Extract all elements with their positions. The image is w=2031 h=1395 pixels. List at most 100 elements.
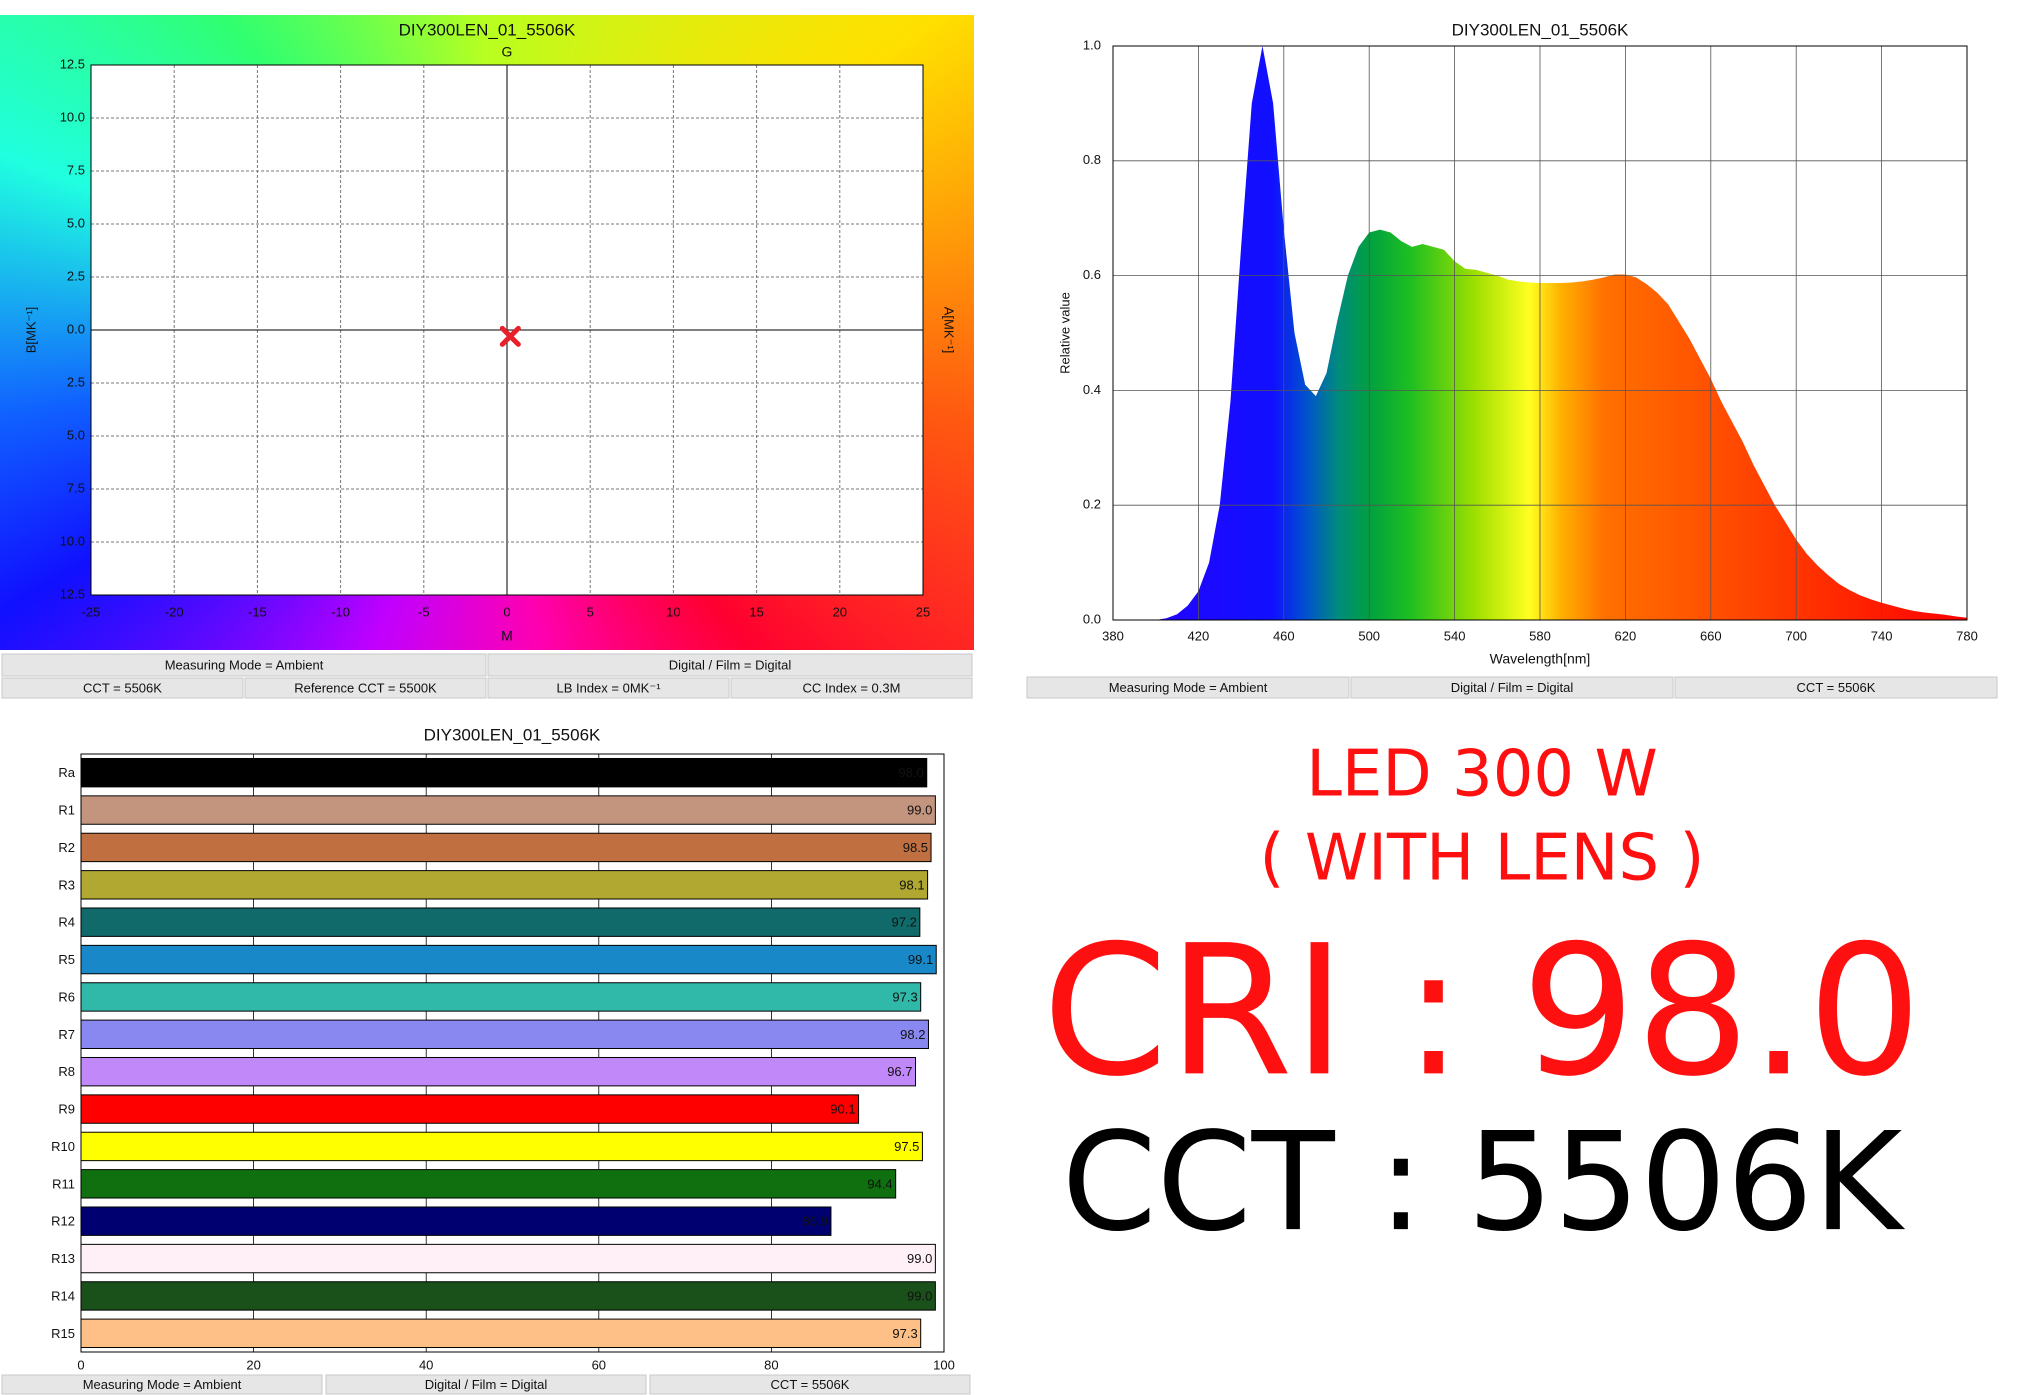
x-tick-label: -5 — [418, 604, 430, 619]
bar — [80, 944, 937, 975]
info-text: Measuring Mode = Ambient — [83, 1377, 242, 1392]
x-tick-label: 20 — [833, 604, 847, 619]
x-tick-label: 500 — [1358, 628, 1380, 643]
info-text: Digital / Film = Digital — [425, 1377, 548, 1392]
x-tick-label: -10 — [331, 604, 350, 619]
x-tick-label: 25 — [916, 604, 930, 619]
value-label: 90.1 — [830, 1102, 855, 1117]
x-tick-label: 540 — [1444, 628, 1466, 643]
info-cell — [730, 677, 973, 699]
info-cell — [1026, 676, 1350, 699]
info-cell — [1, 1374, 323, 1395]
chart-title: DIY300LEN_01_5506K — [1452, 20, 1629, 39]
x-tick-label: 740 — [1871, 628, 1893, 643]
value-label: 99.0 — [907, 803, 932, 818]
bar — [80, 1281, 936, 1311]
bar — [80, 1318, 922, 1349]
info-text: LB Index = 0MK⁻¹ — [556, 680, 661, 695]
category-label: R12 — [51, 1214, 75, 1229]
value-label: 97.3 — [892, 1326, 917, 1341]
category-label: R5 — [58, 952, 75, 967]
category-label: R15 — [51, 1326, 75, 1341]
bar — [80, 1094, 860, 1124]
x-tick-label: 780 — [1956, 628, 1978, 643]
cri-value: CRI : 98.0 — [1042, 907, 1922, 1116]
info-cell — [487, 653, 973, 677]
x-tick-label: 5 — [587, 604, 594, 619]
y-tick-label: 10.0 — [60, 109, 85, 124]
category-label: R14 — [51, 1288, 75, 1303]
category-label: R4 — [58, 915, 75, 930]
x-tick-label: 620 — [1615, 628, 1637, 643]
value-label: 97.5 — [894, 1139, 919, 1154]
y-tick-label: 0.0 — [1083, 611, 1101, 626]
x-tick-label: 460 — [1273, 628, 1295, 643]
bar — [80, 832, 932, 863]
category-label: R3 — [58, 877, 75, 892]
plot-frame — [1112, 45, 1968, 621]
subheadline: ( WITH LENS ) — [1260, 822, 1705, 896]
chart-title: DIY300LEN_01_5506K — [424, 725, 601, 744]
y-tick-label: 5.0 — [67, 215, 85, 230]
x-tick-label: 80 — [764, 1357, 778, 1372]
info-cell — [487, 677, 730, 699]
headline: LED 300 W — [1306, 738, 1658, 812]
y-tick-label: 7.5 — [67, 162, 85, 177]
y-tick-label: 2.5 — [67, 374, 85, 389]
category-label: Ra — [58, 765, 75, 780]
x-axis-label: Wavelength[nm] — [1490, 651, 1591, 667]
category-label: R10 — [51, 1139, 75, 1154]
bar — [80, 907, 921, 937]
x-tick-label: -25 — [82, 604, 101, 619]
info-text: Measuring Mode = Ambient — [165, 657, 324, 672]
y-tick-label: 2.5 — [67, 268, 85, 283]
plot-frame — [90, 64, 924, 596]
x-tick-label: 15 — [749, 604, 763, 619]
plot-frame — [80, 753, 945, 1353]
x-tick-label: -15 — [248, 604, 267, 619]
y-tick-label: 12.5 — [60, 56, 85, 71]
x-tick-label: 580 — [1529, 628, 1551, 643]
value-label: 99.0 — [907, 1251, 932, 1266]
category-label: R6 — [58, 989, 75, 1004]
x-tick-label: 40 — [419, 1357, 433, 1372]
y-tick-label: 0.6 — [1083, 267, 1101, 282]
info-text: Measuring Mode = Ambient — [1109, 680, 1268, 695]
point — [499, 325, 521, 347]
y-tick-label: 0.2 — [1083, 497, 1101, 512]
bar — [80, 795, 936, 825]
x-tick-label: 0 — [77, 1357, 84, 1372]
value-label: 98.1 — [899, 877, 924, 892]
x-tick-label: 660 — [1700, 628, 1722, 643]
bar — [80, 1243, 936, 1274]
value-label: 98.2 — [900, 1027, 925, 1042]
y-axis-label: Relative value — [1057, 292, 1072, 374]
info-text: Digital / Film = Digital — [669, 657, 792, 672]
bar — [80, 1019, 929, 1050]
category-label: R7 — [58, 1027, 75, 1042]
category-label: R2 — [58, 840, 75, 855]
info-cell — [1, 653, 487, 677]
value-label: 99.1 — [908, 952, 933, 967]
x-tick-label: -20 — [165, 604, 184, 619]
chart-title: DIY300LEN_01_5506K — [399, 20, 576, 39]
value-label: 94.4 — [867, 1176, 892, 1191]
x-axis-label: M — [501, 628, 513, 644]
y-tick-label: 7.5 — [67, 480, 85, 495]
bar — [80, 1206, 832, 1236]
category-label: R13 — [51, 1251, 75, 1266]
category-label: R1 — [58, 803, 75, 818]
bar — [80, 870, 929, 900]
bar — [80, 1131, 923, 1162]
y-tick-label: 5.0 — [67, 427, 85, 442]
cct-value: CCT : 5506K — [1062, 1104, 1906, 1262]
value-label: 98.5 — [903, 840, 928, 855]
info-cell — [325, 1374, 647, 1395]
info-cell — [1, 677, 244, 699]
x-tick-label: 10 — [666, 604, 680, 619]
value-label: 97.3 — [892, 989, 917, 1004]
x-tick-label: 100 — [933, 1357, 955, 1372]
top-label: G — [502, 44, 513, 60]
bar — [80, 1056, 917, 1087]
